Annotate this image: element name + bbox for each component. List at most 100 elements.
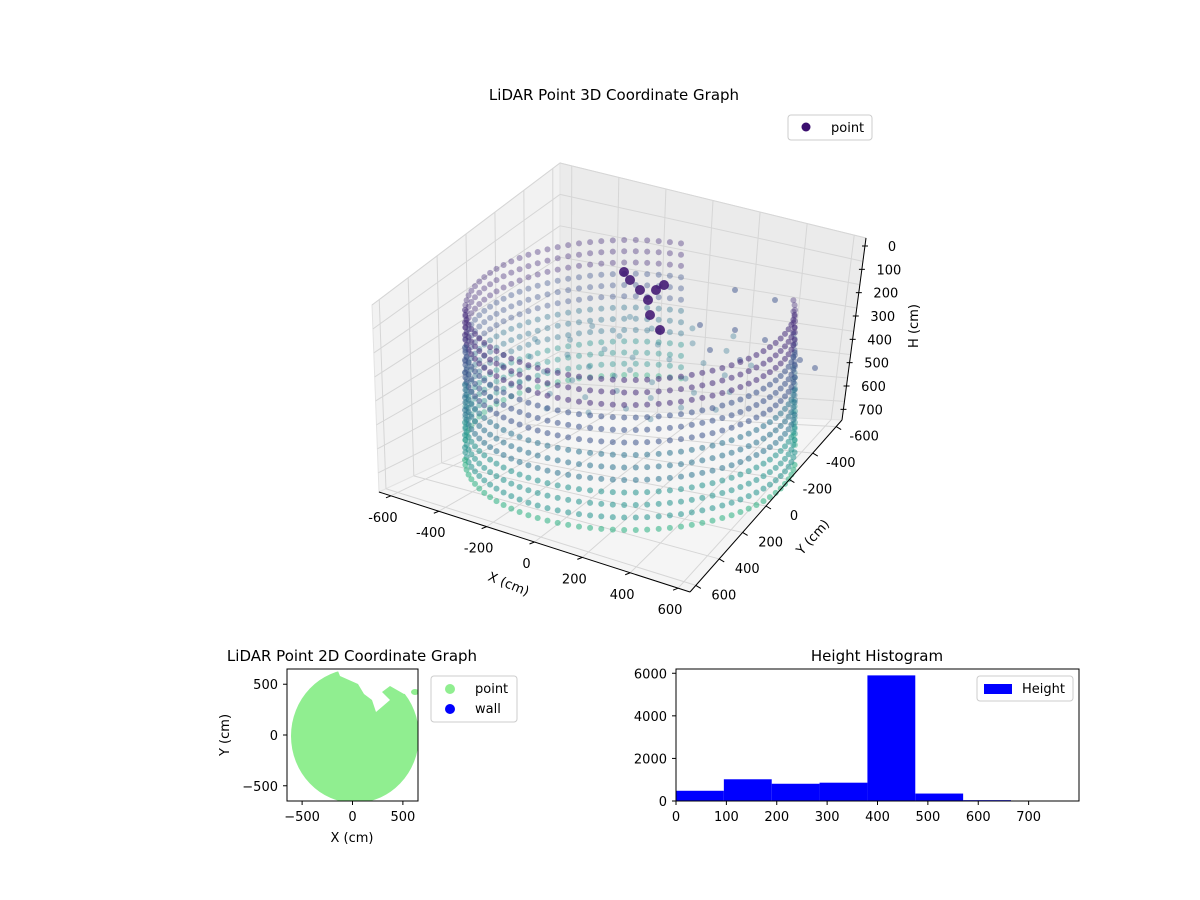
point-3d: [516, 322, 523, 329]
point-3d: [709, 455, 716, 462]
point-3d: [554, 266, 561, 273]
point-3d: [723, 347, 730, 354]
point-3d: [587, 424, 594, 431]
tick-y3d: -400: [826, 456, 856, 471]
point-3d: [609, 259, 616, 266]
point-3d: [476, 435, 483, 442]
point-3d: [544, 336, 551, 343]
point-3d: [472, 305, 478, 312]
point-3d: [508, 325, 515, 332]
tick-x2d: −500: [284, 810, 320, 825]
point-3d: [500, 452, 507, 458]
point-3d: [632, 452, 639, 458]
point-3d: [609, 349, 616, 356]
point-3d: [777, 373, 784, 379]
point-3d: [481, 409, 488, 416]
point-3d: [534, 452, 541, 459]
point-3d: [476, 368, 483, 375]
point-3d: [598, 305, 605, 312]
point-3d: [587, 351, 594, 358]
point-3d: [565, 253, 572, 260]
tick-x3d: 400: [610, 588, 635, 603]
point-3d: [644, 401, 651, 408]
point-3d: [534, 316, 541, 323]
point-3d: [666, 356, 673, 363]
point-3d: [487, 369, 494, 376]
tick-x3d: 0: [522, 557, 530, 572]
point-3d: [508, 269, 515, 276]
point-3d: [544, 246, 551, 253]
point-3d: [737, 459, 744, 465]
point-3d: [785, 463, 792, 470]
point-3d: [587, 449, 594, 456]
tick-x2d: 500: [390, 810, 415, 825]
point-3d: [632, 514, 639, 521]
point-3d: [565, 298, 572, 305]
point-3d: [508, 303, 515, 310]
point-3d: [719, 415, 726, 421]
plot2d-gap: [337, 669, 418, 712]
point-3d: [728, 374, 735, 381]
point-3d: [655, 350, 662, 357]
hist-bar: [723, 779, 772, 801]
point-3d: [699, 457, 706, 464]
point-3d: [544, 455, 551, 462]
point-3d: [666, 524, 673, 531]
point-3d: [666, 317, 673, 324]
point-3d: [576, 423, 582, 430]
point-3d: [516, 345, 523, 351]
point-3d: [709, 405, 716, 412]
tick-z3d: 600: [861, 380, 886, 395]
point-3d: [609, 304, 616, 311]
point-3d: [678, 364, 684, 371]
point-3d: [544, 430, 551, 437]
point-3d: [709, 417, 716, 424]
point-3d: [516, 384, 523, 390]
point-3d: [790, 366, 797, 373]
point-3d: [462, 419, 468, 426]
point-3d: [516, 471, 523, 478]
point-3d: [772, 389, 779, 396]
point-3d: [493, 367, 500, 374]
point-3d: [587, 317, 594, 324]
point-3d: [472, 368, 478, 375]
point-3d: [462, 344, 468, 351]
point-3d: [534, 260, 541, 267]
point-3d: [472, 380, 478, 387]
tick-x3d: 600: [658, 603, 683, 618]
point-3d: [534, 490, 541, 496]
point-3d: [481, 364, 488, 371]
point-3d: [682, 375, 689, 382]
point-3d: [481, 439, 488, 446]
point-3d: [487, 337, 494, 344]
point-3d: [516, 509, 523, 515]
point-3d: [462, 311, 469, 318]
point-3d: [678, 523, 684, 530]
point-3d: [728, 437, 735, 444]
point-3d: [487, 269, 494, 276]
plot-3d: LiDAR Point 3D Coordinate Graph -600 -400…: [368, 86, 922, 618]
point-3d: [598, 450, 605, 457]
point-3d: [760, 360, 767, 367]
point-3d: [508, 368, 515, 375]
point-3d: [493, 360, 500, 367]
hist-legend-box: [976, 675, 1074, 702]
point-3d: [737, 509, 744, 515]
point-3d: [576, 364, 582, 371]
point-3d: [565, 509, 572, 516]
point-3d: [655, 325, 665, 335]
point-3d: [785, 413, 792, 420]
point-3d: [472, 405, 478, 412]
point-3d: [772, 364, 779, 371]
point-3d: [472, 393, 478, 400]
point-3d: [525, 296, 532, 303]
point-3d: [709, 517, 716, 524]
point-3d: [565, 384, 572, 391]
point-3d: [745, 480, 752, 487]
point-3d: [576, 448, 582, 455]
point-3d: [468, 363, 475, 370]
point-3d: [621, 338, 628, 345]
point-3d: [544, 313, 551, 320]
point-3d: [644, 237, 651, 244]
